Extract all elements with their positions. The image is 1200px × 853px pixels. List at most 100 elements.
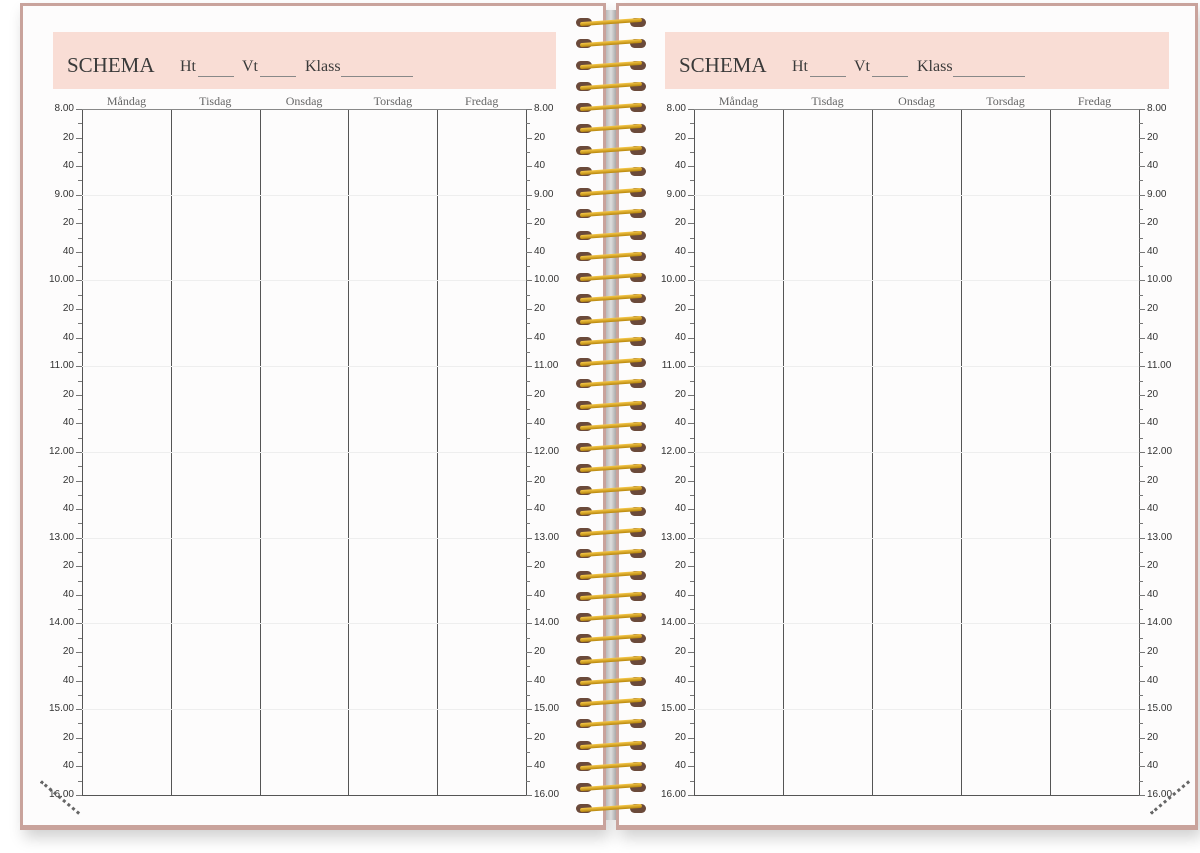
field-line-ht (810, 76, 846, 77)
time-label-right: 20 (1147, 731, 1159, 743)
time-label-right: 20 (1147, 303, 1159, 315)
minor-tick (1139, 351, 1143, 353)
tick (526, 566, 532, 568)
tick (1139, 737, 1145, 739)
tick (526, 366, 532, 368)
tick (1139, 766, 1145, 768)
tick (688, 451, 694, 453)
minor-tick (526, 580, 530, 582)
spiral-ring (576, 294, 646, 304)
spiral-ring (576, 102, 646, 113)
time-label-left: 13.00 (660, 531, 686, 543)
time-label-right: 20 (1147, 217, 1159, 229)
spiral-ring (576, 655, 646, 666)
time-label-right: 40 (534, 160, 546, 172)
time-label-left: 12.00 (660, 445, 686, 457)
time-label-left: 40 (62, 160, 74, 172)
time-label-right: 40 (534, 245, 546, 257)
spiral-ring (576, 17, 646, 28)
tick (526, 680, 532, 682)
tick (1139, 394, 1145, 396)
time-label-left: 14.00 (48, 617, 74, 629)
minor-tick (526, 351, 530, 353)
time-label-left: 15.00 (48, 703, 74, 715)
tick (76, 280, 82, 282)
hour-line (694, 623, 1139, 625)
minor-tick (78, 409, 82, 411)
day-header: Torsdag (373, 94, 413, 108)
day-header: Tisdag (199, 94, 232, 108)
tick (688, 794, 694, 796)
minor-tick (78, 351, 82, 353)
time-label-right: 15.00 (534, 703, 560, 715)
tick (688, 566, 694, 568)
tick (688, 223, 694, 225)
day-header: Fredag (1077, 94, 1112, 108)
time-label-right: 20 (1147, 646, 1159, 658)
tick (526, 652, 532, 654)
time-label-left: 20 (674, 560, 686, 572)
minor-tick (526, 466, 530, 468)
time-label-left: 20 (674, 731, 686, 743)
time-label-left: 11.00 (661, 360, 686, 372)
minor-tick (526, 151, 530, 153)
minor-tick (690, 209, 694, 211)
minor-tick (1139, 266, 1143, 268)
tick (526, 709, 532, 711)
minor-tick (690, 237, 694, 239)
minor-tick (526, 494, 530, 496)
tick (526, 766, 532, 768)
spiral-ring (576, 740, 646, 751)
time-label-right: 11.00 (534, 360, 559, 372)
hour-line (82, 709, 526, 711)
grid-bottom-line (82, 795, 526, 796)
time-label-right: 20 (1147, 560, 1159, 572)
hour-line (694, 280, 1139, 282)
tick (526, 166, 532, 168)
time-label-right: 10.00 (1147, 274, 1173, 286)
time-label-left: 13.00 (48, 531, 74, 543)
time-label-left: 16.00 (660, 788, 686, 800)
time-label-right: 20 (1147, 474, 1159, 486)
minor-tick (526, 380, 530, 382)
minor-tick (690, 752, 694, 754)
minor-tick (526, 437, 530, 439)
time-label-left: 20 (62, 217, 74, 229)
tick (688, 652, 694, 654)
time-label-right: 40 (1147, 760, 1159, 772)
tick (76, 309, 82, 311)
tick (76, 537, 82, 539)
time-label-right: 14.00 (1147, 617, 1173, 629)
minor-tick (690, 437, 694, 439)
spiral-ring (576, 209, 646, 219)
header-band: SCHEMA Ht Vt Klass (53, 32, 556, 89)
minor-tick (690, 666, 694, 668)
time-label-left: 40 (62, 245, 74, 257)
tick (526, 309, 532, 311)
time-label-left: 40 (62, 417, 74, 429)
time-label-left: 40 (674, 417, 686, 429)
time-label-right: 8.00 (534, 103, 554, 114)
tick (76, 509, 82, 511)
minor-tick (78, 552, 82, 553)
minor-tick (78, 466, 82, 468)
tick (1139, 594, 1145, 596)
minor-tick (1139, 123, 1143, 125)
time-label-left: 40 (62, 588, 74, 600)
time-label-left: 8.00 (54, 103, 74, 114)
time-label-left: 40 (674, 674, 686, 686)
minor-tick (78, 723, 82, 725)
tick (1139, 223, 1145, 225)
tick (526, 194, 532, 196)
spiral-ring (576, 804, 646, 814)
tick (688, 309, 694, 311)
tick (76, 194, 82, 196)
tick (76, 451, 82, 453)
minor-tick (690, 294, 694, 296)
tick (76, 394, 82, 396)
minor-tick (526, 409, 530, 411)
spiral-ring (576, 761, 646, 772)
tick (688, 394, 694, 396)
time-label-right: 40 (1147, 417, 1159, 429)
time-label-left: 40 (62, 674, 74, 686)
